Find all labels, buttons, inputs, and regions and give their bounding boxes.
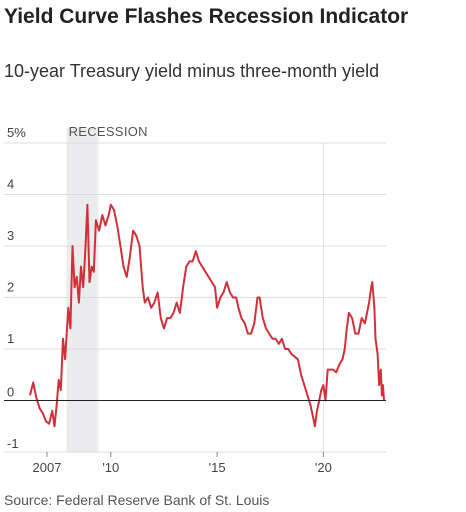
x-tick-label: 2007	[33, 460, 62, 475]
y-tick-label: 4	[7, 177, 14, 192]
x-tick-label: '20	[315, 460, 332, 475]
y-tick-label: 5%	[7, 125, 26, 140]
y-tick-label: 3	[7, 228, 14, 243]
y-tick-label: 2	[7, 280, 14, 295]
x-tick-label: '15	[209, 460, 226, 475]
chart-title: Yield Curve Flashes Recession Indicator	[4, 5, 409, 28]
source-note: Source: Federal Reserve Bank of St. Loui…	[4, 492, 270, 508]
y-tick-label: 1	[7, 331, 14, 346]
y-tick-label: 0	[7, 385, 14, 400]
y-tick-label: -1	[7, 436, 19, 451]
x-tick-label: '10	[102, 460, 119, 475]
series-line	[29, 203, 385, 428]
recession-label: RECESSION	[69, 124, 148, 139]
chart-subtitle: 10-year Treasury yield minus three-month…	[4, 61, 380, 81]
